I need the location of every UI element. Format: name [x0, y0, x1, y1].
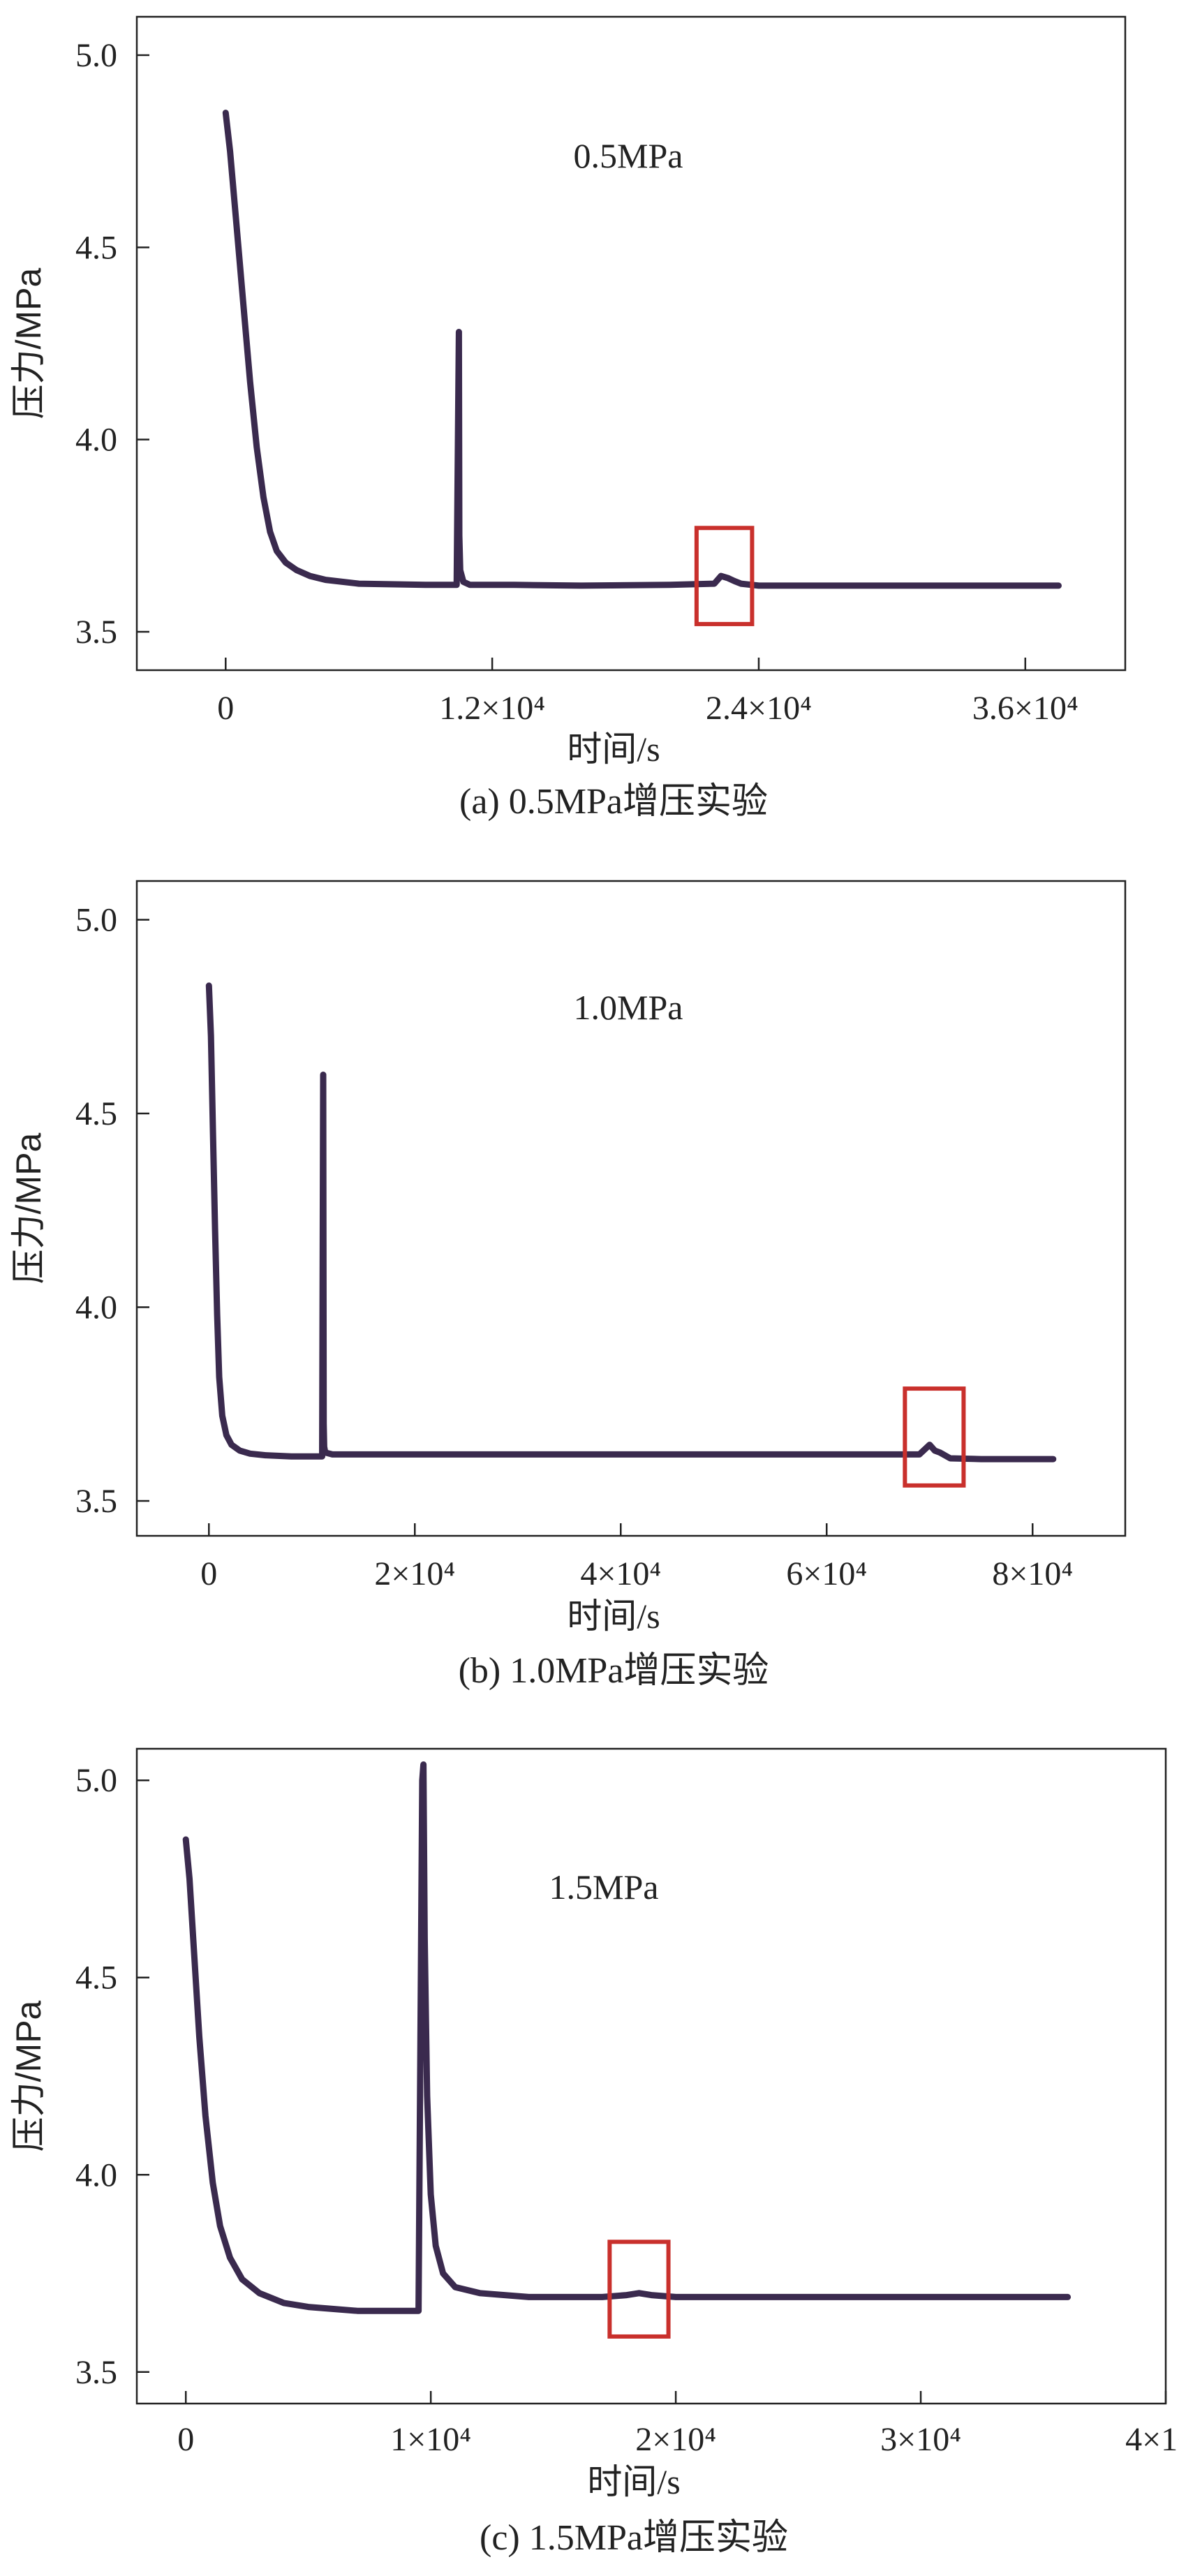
chart-panel-1: 3.5 4.0 4.5 5.0 0 1.2×10⁴ 2.4×10⁴ 3.6×10⁴ 0.5MPa… — [9, 15, 1127, 822]
x-axis-label: 时间/s — [587, 2462, 680, 2501]
pressure-series-line — [205, 982, 1057, 1463]
x-tick-label: 0 — [200, 1555, 217, 1592]
pressure-annotation: 1.5MPa — [549, 1867, 659, 1907]
highlight-box — [694, 526, 755, 626]
y-axis-label: 压力/MPa — [9, 267, 48, 419]
y-tick-label: 3.5 — [75, 614, 117, 651]
highlight-box — [903, 1386, 966, 1488]
chart-panel-2: 3.5 4.0 4.5 5.0 0 2×10⁴ 4×10⁴ 6×10⁴ 8×10⁴ 1.0MPa 时… — [9, 880, 1127, 1691]
y-tick-label: 5.0 — [75, 902, 117, 939]
x-tick-label: 0 — [177, 2421, 194, 2458]
x-tick-label: 4×10⁴ — [1125, 2421, 1179, 2458]
y-tick-label: 4.5 — [75, 1960, 117, 1997]
panel-caption: (a) 0.5MPa增压实验 — [459, 782, 768, 822]
chart-panel-3: 3.5 4.0 4.5 5.0 0 1×10⁴ 2×10⁴ 3×10⁴ 4×10⁴ 1.5MPa 时… — [9, 1747, 1179, 2558]
highlight-box — [607, 2240, 671, 2339]
x-tick-label: 0 — [217, 690, 234, 727]
plot-frame — [135, 1747, 1167, 2405]
plot-frame — [135, 15, 1127, 672]
y-tick-label: 4.5 — [75, 1095, 117, 1132]
y-tick-label: 3.5 — [75, 1483, 117, 1520]
x-tick-label: 8×10⁴ — [992, 1555, 1073, 1592]
x-tick-label: 1.2×10⁴ — [439, 690, 545, 727]
pressure-series-line — [182, 1761, 1072, 2314]
x-tick-label: 4×10⁴ — [580, 1555, 661, 1592]
y-tick-label: 4.5 — [75, 229, 117, 266]
x-tick-label: 2×10⁴ — [374, 1555, 455, 1592]
panel-caption: (c) 1.5MPa增压实验 — [480, 2518, 788, 2558]
x-axis-label: 时间/s — [567, 730, 660, 769]
pressure-annotation: 1.0MPa — [574, 988, 683, 1027]
x-tick-label: 2×10⁴ — [635, 2421, 716, 2458]
x-tick-label: 6×10⁴ — [786, 1555, 867, 1592]
pressure-series-line — [222, 110, 1062, 589]
panel-caption: (b) 1.0MPa增压实验 — [459, 1651, 769, 1691]
y-tick-label: 5.0 — [75, 1762, 117, 1799]
y-tick-label: 3.5 — [75, 2354, 117, 2391]
x-tick-label: 3.6×10⁴ — [972, 690, 1078, 727]
y-tick-label: 4.0 — [75, 1289, 117, 1326]
pressure-annotation: 0.5MPa — [574, 136, 683, 175]
y-tick-label: 4.0 — [75, 422, 117, 459]
x-tick-label: 1×10⁴ — [390, 2421, 471, 2458]
y-axis-label: 压力/MPa — [9, 2000, 48, 2152]
x-axis-label: 时间/s — [567, 1597, 660, 1636]
y-tick-label: 4.0 — [75, 2156, 117, 2193]
x-tick-label: 3×10⁴ — [880, 2421, 961, 2458]
y-tick-label: 5.0 — [75, 37, 117, 74]
x-tick-label: 2.4×10⁴ — [706, 690, 812, 727]
plot-frame — [135, 880, 1127, 1537]
y-axis-label: 压力/MPa — [9, 1132, 48, 1284]
